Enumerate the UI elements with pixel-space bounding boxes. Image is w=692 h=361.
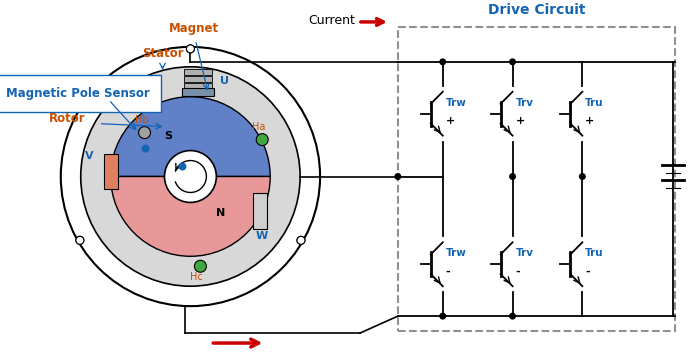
Wedge shape xyxy=(111,97,270,177)
Circle shape xyxy=(256,134,268,145)
Text: -: - xyxy=(585,266,590,276)
Circle shape xyxy=(186,45,194,53)
Circle shape xyxy=(509,58,516,65)
Circle shape xyxy=(297,236,305,244)
Text: Current: Current xyxy=(308,14,355,27)
Text: +: + xyxy=(585,116,594,126)
Text: V: V xyxy=(84,151,93,161)
Bar xyxy=(183,88,215,96)
Text: -: - xyxy=(446,266,450,276)
Bar xyxy=(398,27,675,331)
Circle shape xyxy=(194,260,206,272)
Wedge shape xyxy=(111,177,270,256)
Circle shape xyxy=(81,67,300,286)
Text: Tru: Tru xyxy=(585,248,604,258)
Circle shape xyxy=(509,173,516,180)
Circle shape xyxy=(394,173,401,180)
Bar xyxy=(185,69,212,75)
Text: Magnet: Magnet xyxy=(168,22,219,35)
Circle shape xyxy=(439,58,446,65)
Circle shape xyxy=(138,127,151,139)
Text: Hb: Hb xyxy=(134,115,148,125)
Circle shape xyxy=(297,236,305,244)
Text: Trw: Trw xyxy=(446,248,466,258)
Circle shape xyxy=(509,313,516,319)
Circle shape xyxy=(179,162,186,170)
Bar xyxy=(185,83,212,89)
Circle shape xyxy=(186,45,194,53)
Text: Trw: Trw xyxy=(446,98,466,108)
Bar xyxy=(104,153,118,190)
Circle shape xyxy=(579,173,586,180)
Circle shape xyxy=(142,145,149,153)
Text: N: N xyxy=(216,208,225,218)
Text: S: S xyxy=(165,131,172,141)
Bar xyxy=(185,76,212,82)
Circle shape xyxy=(76,236,84,244)
Circle shape xyxy=(61,47,320,306)
Text: U: U xyxy=(220,76,229,86)
Text: -: - xyxy=(516,266,520,276)
Text: Stator: Stator xyxy=(143,47,184,60)
Circle shape xyxy=(165,151,217,203)
Text: Trv: Trv xyxy=(516,98,534,108)
Text: Tru: Tru xyxy=(585,98,604,108)
Text: Trv: Trv xyxy=(516,248,534,258)
Bar xyxy=(253,193,267,229)
Text: Hc: Hc xyxy=(190,272,203,282)
Circle shape xyxy=(76,236,84,244)
Text: +: + xyxy=(516,116,525,126)
Text: +: + xyxy=(446,116,455,126)
Circle shape xyxy=(439,313,446,319)
Text: Ha: Ha xyxy=(253,122,266,132)
Text: W: W xyxy=(255,231,268,242)
Text: Drive Circuit: Drive Circuit xyxy=(488,3,585,17)
Text: Rotor: Rotor xyxy=(49,112,85,125)
Text: Magnetic Pole Sensor: Magnetic Pole Sensor xyxy=(6,87,149,100)
